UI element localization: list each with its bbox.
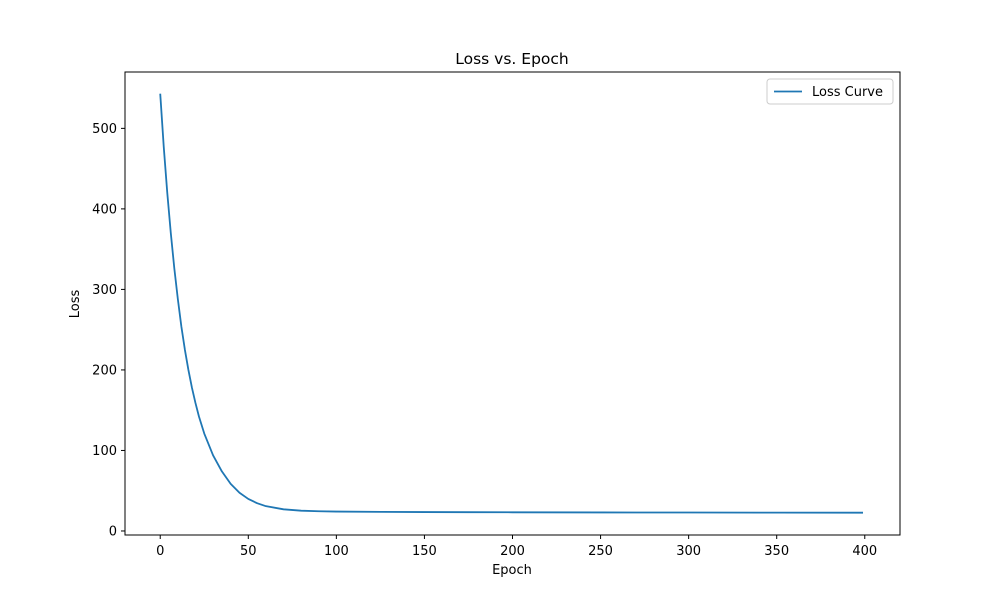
x-tick-label: 0	[156, 544, 164, 559]
legend-box	[766, 78, 894, 105]
x-tick-label: 250	[588, 544, 613, 559]
legend-label: Loss Curve	[812, 85, 883, 100]
x-axis-label: Epoch	[492, 563, 532, 578]
plot-frame	[124, 71, 901, 536]
y-tick-label: 500	[92, 122, 117, 137]
x-tick-label: 100	[324, 544, 349, 559]
x-tick-label: 350	[764, 544, 789, 559]
y-tick-label: 0	[109, 524, 117, 539]
plot-area	[124, 71, 901, 536]
y-tick-label: 300	[92, 283, 117, 298]
x-tick-label: 300	[676, 544, 701, 559]
x-axis-ticks: 0 50 100 150 200 250 300 350 400	[156, 535, 877, 559]
y-tick-label: 400	[92, 202, 117, 217]
x-tick-label: 50	[240, 544, 257, 559]
legend: Loss Curve	[766, 78, 894, 105]
series-line-0	[159, 93, 864, 514]
y-axis-ticks: 0 100 200 300 400 500	[92, 122, 125, 539]
y-tick-label: 100	[92, 444, 117, 459]
chart-title: Loss vs. Epoch	[455, 50, 569, 68]
x-tick-label: 400	[852, 544, 877, 559]
y-axis-label: Loss	[68, 290, 83, 319]
x-tick-label: 200	[500, 544, 525, 559]
y-tick-label: 200	[92, 363, 117, 378]
x-tick-label: 150	[412, 544, 437, 559]
